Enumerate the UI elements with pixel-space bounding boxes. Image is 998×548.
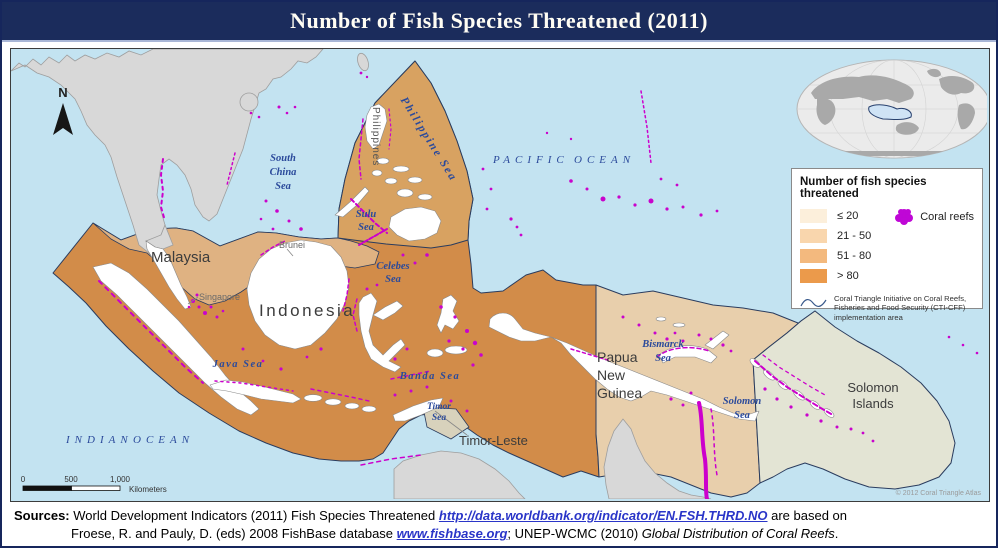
- label-java-sea: Java Sea: [212, 359, 264, 370]
- label-brunei: Brunei: [279, 240, 305, 250]
- legend-swatch-4: [800, 269, 827, 283]
- svg-text:500: 500: [64, 475, 78, 484]
- label-philippines: Philippines: [370, 107, 381, 166]
- legend-class-row: ≤ 20: [800, 206, 974, 226]
- label-indian-ocean: INDIAN: [65, 434, 133, 446]
- north-arrow-label: N: [58, 85, 67, 100]
- cti-land: [92, 103, 835, 422]
- outside-land: [11, 49, 712, 499]
- svg-text:Sea: Sea: [734, 410, 750, 421]
- label-solomon-islands: Solomon: [847, 380, 898, 395]
- scale-unit: Kilometers: [129, 485, 167, 494]
- region-timor-wedge[interactable]: [422, 406, 470, 440]
- legend-class-row: > 80: [800, 266, 974, 286]
- svg-text:New: New: [597, 367, 626, 383]
- svg-text:Sea: Sea: [275, 181, 291, 192]
- coral-reef-icon: [895, 209, 914, 225]
- worldbank-link[interactable]: http://data.worldbank.org/indicator/EN.F…: [438, 508, 768, 523]
- svg-text:Guinea: Guinea: [597, 385, 642, 401]
- label-bismarck-sea: Bismarck: [641, 339, 684, 350]
- map-frame: South China Sea Sulu Sea Celebes Sea Phi…: [10, 48, 990, 502]
- label-papua-new-guinea: Papua: [597, 349, 638, 365]
- label-malaysia: Malaysia: [151, 249, 211, 266]
- svg-text:OCEAN: OCEAN: [574, 154, 635, 166]
- coral-reefs-layer: [98, 90, 834, 499]
- legend-swatch-3: [800, 249, 827, 263]
- svg-text:Sea: Sea: [432, 413, 447, 423]
- svg-text:Sea: Sea: [385, 274, 401, 285]
- legend-class-row: 21 - 50: [800, 226, 974, 246]
- sources-line-1: Sources: World Development Indicators (2…: [14, 508, 848, 523]
- region-png-eez[interactable]: [595, 284, 816, 498]
- legend-title: Number of fish species threatened: [800, 176, 927, 200]
- inset-world-map: [796, 59, 987, 159]
- sources-line-2: Froese, R. and Pauly, D. (eds) 2008 Fish…: [71, 526, 839, 542]
- legend-coral-reefs: Coral reefs: [892, 206, 974, 228]
- page-title: Number of Fish Species Threatened (2011): [290, 8, 708, 33]
- svg-text:Islands: Islands: [852, 396, 894, 411]
- region-philippines-eez[interactable]: [337, 60, 474, 249]
- legend-swatch-2: [800, 229, 827, 243]
- label-south-china-sea: South: [270, 153, 296, 164]
- legend-class-row: 51 - 80: [800, 246, 974, 266]
- coral-reef-dots: [187, 71, 979, 443]
- scale-bar: 0 500 1,000 Kilometers: [21, 475, 167, 494]
- label-banda-sea: Banda Sea: [399, 371, 460, 382]
- sources-note: Sources: World Development Indicators (2…: [2, 502, 996, 543]
- legend-cti-area: Coral Triangle Initiative on Coral Reefs…: [800, 294, 974, 322]
- svg-text:China: China: [270, 167, 297, 178]
- svg-text:Sea: Sea: [655, 353, 671, 364]
- svg-text:Sea: Sea: [358, 222, 374, 233]
- label-celebes-sea: Celebes: [376, 261, 409, 272]
- inset-highlight-region: [868, 104, 912, 120]
- label-indonesia: Indonesia: [259, 301, 355, 320]
- title-bar: Number of Fish Species Threatened (2011): [2, 2, 996, 42]
- label-pacific-ocean: PACIFIC: [492, 154, 569, 166]
- country-labels: Malaysia Singapore Brunei Indonesia Phil…: [151, 107, 899, 448]
- label-sulu-sea: Sulu: [356, 209, 377, 220]
- north-arrow: N: [53, 85, 73, 135]
- svg-text:OCEAN: OCEAN: [133, 434, 194, 446]
- svg-text:0: 0: [21, 475, 26, 484]
- legend-swatch-1: [800, 209, 827, 223]
- label-timor-leste: Timor-Leste: [459, 433, 528, 448]
- fishbase-link[interactable]: www.fishbase.org: [396, 526, 508, 542]
- map-copyright: © 2012 Coral Triangle Atlas: [896, 489, 982, 497]
- label-timor-sea: Timor: [427, 402, 451, 412]
- label-solomon-sea: Solomon: [723, 396, 762, 407]
- label-singapore: Singapore: [199, 292, 240, 302]
- svg-text:1,000: 1,000: [110, 475, 131, 484]
- leader-lines: [187, 248, 468, 436]
- cti-boundary-icon: [800, 299, 827, 307]
- map-legend: Number of fish species threatened ≤ 20 2…: [791, 168, 983, 322]
